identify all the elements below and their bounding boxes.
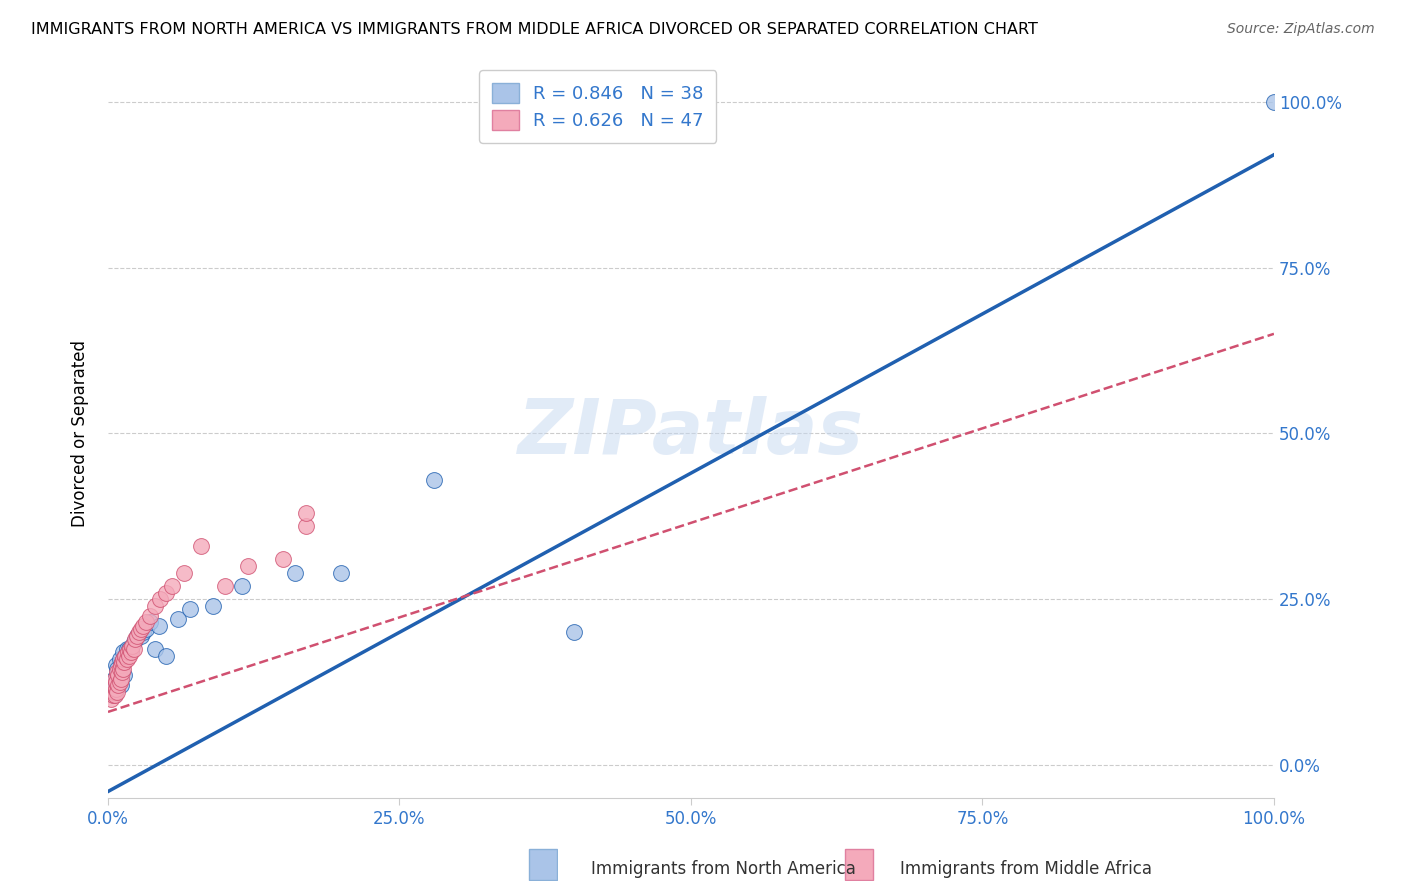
Point xyxy=(160,579,183,593)
Point xyxy=(122,641,145,656)
Point xyxy=(108,662,131,676)
Point xyxy=(108,665,131,679)
Point xyxy=(179,602,201,616)
Point xyxy=(100,685,122,699)
Point xyxy=(112,652,135,666)
Point xyxy=(135,622,157,636)
Point xyxy=(105,662,128,676)
Point xyxy=(124,632,146,646)
Point xyxy=(129,629,152,643)
Point xyxy=(111,655,134,669)
Point xyxy=(149,592,172,607)
Point xyxy=(100,691,122,706)
Point xyxy=(190,539,212,553)
Point xyxy=(105,658,128,673)
Point xyxy=(127,629,149,643)
Point xyxy=(103,678,125,692)
Point xyxy=(105,675,128,690)
Point xyxy=(330,566,353,580)
Point xyxy=(103,689,125,703)
Text: Immigrants from North America: Immigrants from North America xyxy=(591,860,855,878)
Point xyxy=(173,566,195,580)
Point xyxy=(108,675,131,690)
Point xyxy=(110,672,132,686)
Point xyxy=(118,641,141,656)
Point xyxy=(132,618,155,632)
Point xyxy=(139,615,162,630)
Point xyxy=(105,681,128,696)
Point xyxy=(117,645,139,659)
Point xyxy=(155,585,177,599)
Point xyxy=(295,519,318,533)
Point xyxy=(231,579,253,593)
Point xyxy=(148,618,170,632)
Point xyxy=(155,648,177,663)
Point xyxy=(564,625,586,640)
Point xyxy=(105,685,128,699)
Text: Source: ZipAtlas.com: Source: ZipAtlas.com xyxy=(1227,22,1375,37)
Point xyxy=(115,652,138,666)
Point xyxy=(132,625,155,640)
Point xyxy=(143,599,166,613)
Point xyxy=(104,681,127,696)
Y-axis label: Divorced or Separated: Divorced or Separated xyxy=(72,340,89,527)
Point xyxy=(110,658,132,673)
Point xyxy=(107,668,129,682)
Point xyxy=(105,665,128,679)
Point xyxy=(103,685,125,699)
Point xyxy=(111,655,134,669)
Point xyxy=(236,559,259,574)
Point xyxy=(105,668,128,682)
Point xyxy=(112,662,135,676)
Point xyxy=(128,625,150,640)
Point xyxy=(201,599,224,613)
Point xyxy=(143,641,166,656)
Point xyxy=(115,641,138,656)
Point xyxy=(112,655,135,669)
Point xyxy=(104,672,127,686)
Point xyxy=(121,639,143,653)
Point xyxy=(139,608,162,623)
Point xyxy=(107,672,129,686)
Point xyxy=(114,648,136,663)
Point xyxy=(111,665,134,679)
Text: ZIPatlas: ZIPatlas xyxy=(517,396,863,470)
Point xyxy=(107,678,129,692)
Point xyxy=(108,652,131,666)
Point xyxy=(295,506,318,520)
Point xyxy=(283,566,305,580)
Point xyxy=(129,622,152,636)
Point xyxy=(120,645,142,659)
Point xyxy=(1263,95,1285,109)
Point xyxy=(127,629,149,643)
Point xyxy=(105,675,128,690)
Legend: R = 0.846   N = 38, R = 0.626   N = 47: R = 0.846 N = 38, R = 0.626 N = 47 xyxy=(479,70,716,143)
Point xyxy=(135,615,157,630)
Point xyxy=(101,678,124,692)
Point xyxy=(214,579,236,593)
Text: IMMIGRANTS FROM NORTH AMERICA VS IMMIGRANTS FROM MIDDLE AFRICA DIVORCED OR SEPAR: IMMIGRANTS FROM NORTH AMERICA VS IMMIGRA… xyxy=(31,22,1038,37)
Point xyxy=(120,641,142,656)
Point xyxy=(423,473,446,487)
Point xyxy=(120,641,142,656)
Point xyxy=(103,672,125,686)
Point xyxy=(167,612,190,626)
Point xyxy=(118,648,141,663)
Point xyxy=(112,645,135,659)
Point xyxy=(112,668,135,682)
Point xyxy=(101,689,124,703)
Point xyxy=(110,678,132,692)
Point xyxy=(104,689,127,703)
Point xyxy=(271,552,294,566)
Point xyxy=(114,648,136,663)
Point xyxy=(122,635,145,649)
Text: Immigrants from Middle Africa: Immigrants from Middle Africa xyxy=(900,860,1152,878)
